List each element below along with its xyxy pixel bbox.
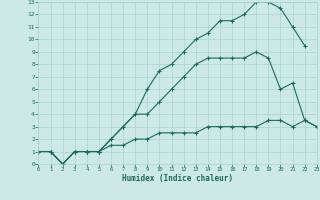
X-axis label: Humidex (Indice chaleur): Humidex (Indice chaleur) xyxy=(122,174,233,183)
